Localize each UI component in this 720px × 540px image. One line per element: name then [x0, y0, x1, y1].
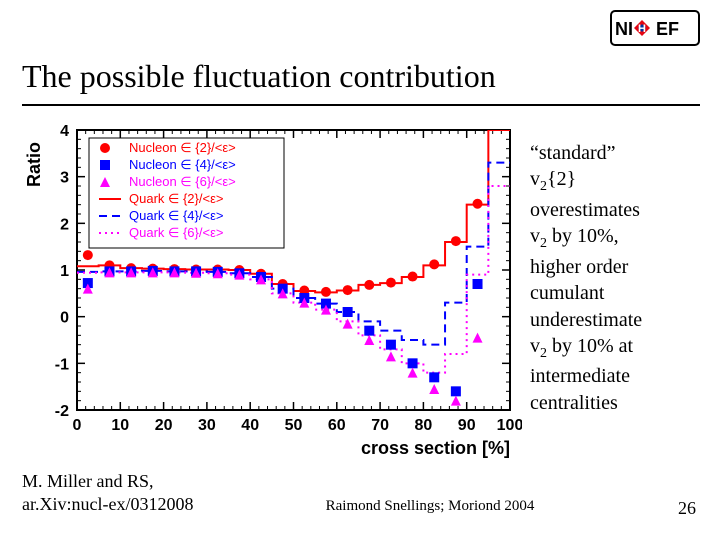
- svg-text:NI: NI: [615, 19, 633, 39]
- series-nucleon-eps4: [83, 266, 483, 396]
- svg-text:10: 10: [111, 417, 129, 434]
- svg-text:0: 0: [73, 417, 82, 434]
- commentary-line: “standard”: [530, 140, 702, 166]
- svg-text:30: 30: [198, 417, 216, 434]
- slide-title: The possible fluctuation contribution: [22, 58, 700, 95]
- commentary-line: overestimates: [530, 197, 702, 223]
- svg-text:0: 0: [60, 310, 69, 327]
- svg-text:100: 100: [497, 417, 522, 434]
- svg-text:50: 50: [285, 417, 303, 434]
- svg-text:20: 20: [155, 417, 173, 434]
- svg-text:40: 40: [241, 417, 259, 434]
- commentary-text: “standard”v2{2}overestimatesv2 by 10%,hi…: [530, 140, 702, 416]
- commentary-line: v2{2}: [530, 166, 702, 196]
- svg-text:-1: -1: [55, 356, 69, 373]
- citation-line1: M. Miller and RS,: [22, 470, 193, 493]
- svg-text:4: 4: [60, 123, 69, 140]
- svg-text:80: 80: [415, 417, 433, 434]
- citation-line2: ar.Xiv:nucl-ex/0312008: [22, 493, 193, 516]
- commentary-line: intermediate: [530, 363, 702, 389]
- page-number: 26: [678, 498, 696, 519]
- commentary-line: underestimate: [530, 307, 702, 333]
- svg-text:Nucleon ∈ {2}/<ε>: Nucleon ∈ {2}/<ε>: [129, 140, 236, 155]
- svg-text:Quark ∈ {6}/<ε>: Quark ∈ {6}/<ε>: [129, 225, 223, 240]
- svg-text:Ratio: Ratio: [24, 142, 44, 187]
- commentary-line: higher order: [530, 254, 702, 280]
- svg-text:60: 60: [328, 417, 346, 434]
- commentary-line: centralities: [530, 390, 702, 416]
- nikhef-logo: NI H EF: [610, 10, 700, 46]
- svg-text:H: H: [638, 23, 646, 35]
- svg-text:Nucleon ∈ {4}/<ε>: Nucleon ∈ {4}/<ε>: [129, 157, 236, 172]
- svg-text:3: 3: [60, 170, 69, 187]
- svg-text:EF: EF: [656, 19, 679, 39]
- svg-text:Nucleon ∈ {6}/<ε>: Nucleon ∈ {6}/<ε>: [129, 174, 236, 189]
- citation: M. Miller and RS, ar.Xiv:nucl-ex/0312008: [22, 470, 193, 517]
- commentary-line: cumulant: [530, 280, 702, 306]
- svg-text:Quark ∈ {2}/<ε>: Quark ∈ {2}/<ε>: [129, 191, 223, 206]
- svg-text:cross section [%]: cross section [%]: [361, 438, 510, 458]
- commentary-line: v2 by 10%,: [530, 223, 702, 253]
- title-underline: [22, 104, 700, 106]
- svg-text:Quark ∈ {4}/<ε>: Quark ∈ {4}/<ε>: [129, 208, 223, 223]
- svg-text:70: 70: [371, 417, 389, 434]
- svg-text:90: 90: [458, 417, 476, 434]
- svg-text:-2: -2: [55, 403, 69, 420]
- legend: Nucleon ∈ {2}/<ε> Nucleon ∈ {4}/<ε> Nucleo…: [89, 138, 284, 248]
- svg-text:2: 2: [60, 216, 69, 233]
- commentary-line: v2 by 10% at: [530, 333, 702, 363]
- footer: Raimond Snellings; Moriond 2004: [200, 498, 660, 515]
- ratio-chart: 0 10 20 30 40 50 60 70 80 90 100 -2 -1 0 1 2 3 4 cross sec…: [22, 120, 522, 460]
- svg-text:1: 1: [60, 263, 69, 280]
